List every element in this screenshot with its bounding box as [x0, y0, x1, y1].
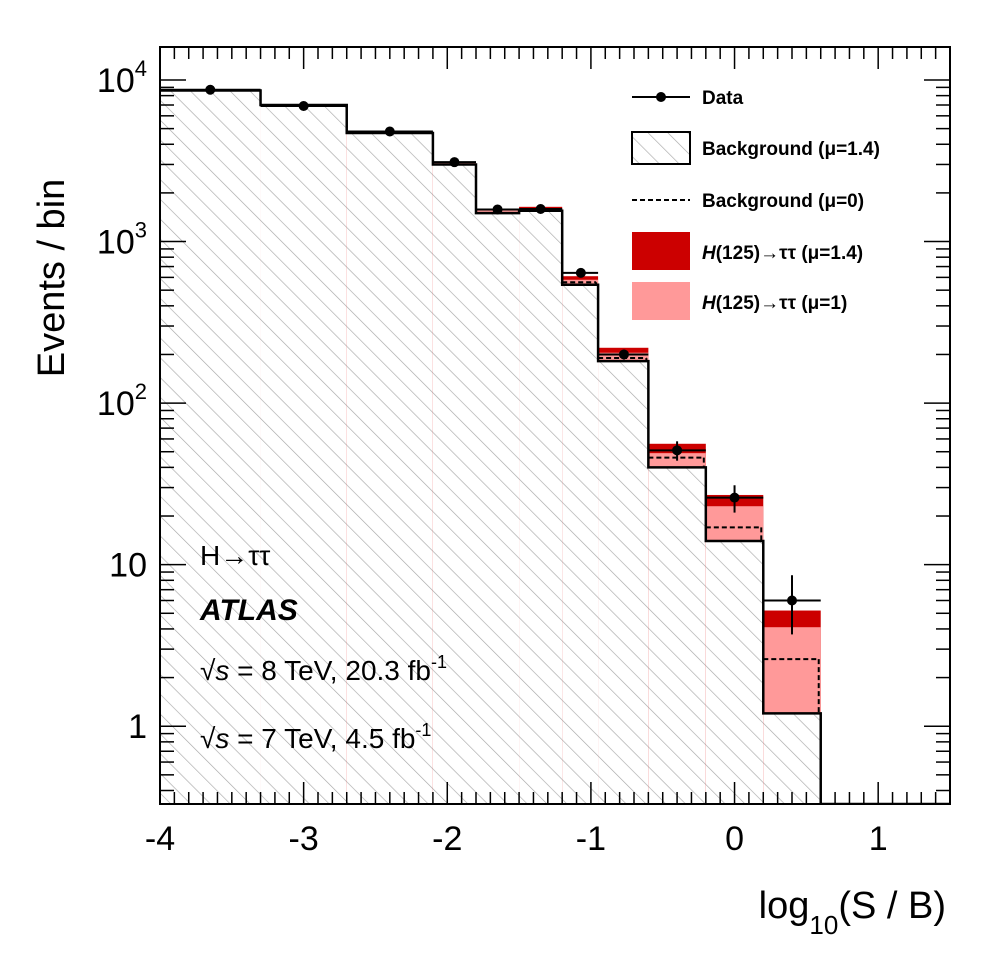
x-tick-label: -2 [432, 820, 462, 858]
x-axis-title: log10(S / B) [759, 885, 946, 940]
plot-frame [159, 46, 951, 805]
annotations: H→ττ ATLAS √s = 8 TeV, 20.3 fb-1 √s = 7 … [199, 540, 447, 754]
legend-label-bkg14: Background (μ=1.4) [702, 139, 880, 160]
data-point [298, 101, 309, 112]
x-tick-label: -3 [289, 820, 319, 858]
background-outline [160, 89, 950, 804]
data-point [205, 84, 216, 95]
legend-signal-mu14-swatch [632, 232, 690, 270]
background-bar [598, 361, 649, 804]
x-tick-label: -4 [145, 820, 175, 858]
data-point [535, 203, 546, 214]
data-point [449, 157, 460, 168]
y-tick-label: 1 [128, 708, 147, 746]
y-tick-label: 10 [109, 547, 147, 585]
data-point [672, 445, 683, 456]
x-tick-label: 1 [869, 820, 888, 858]
background-bar [476, 213, 520, 804]
background-bar [260, 105, 347, 804]
background-bar [705, 541, 764, 804]
background-bar [346, 132, 433, 804]
legend-label-sig14: H(125)→ττ (μ=1.4) [702, 243, 863, 264]
data-point [575, 267, 586, 278]
data-point [618, 349, 629, 360]
data-point [492, 204, 503, 215]
annotation-process: H→ττ [200, 540, 270, 571]
data-points [160, 84, 821, 635]
y-tick-label: 104 [97, 56, 147, 100]
background-bar [562, 284, 599, 804]
legend-signal-mu1-swatch [632, 282, 690, 320]
background-bar [519, 210, 563, 804]
histogram-bars [160, 89, 950, 804]
data-point [787, 595, 797, 606]
background-bar [432, 164, 476, 804]
background-bar [648, 467, 706, 804]
legend-label-sig1: H(125)→ττ (μ=1) [702, 293, 847, 314]
data-point [729, 492, 740, 503]
x-tick-label: 0 [725, 820, 744, 858]
legend-label-bkg0: Background (μ=0) [702, 191, 864, 212]
y-axis-title: Events / bin [31, 179, 73, 378]
annotation-lumi-7tev: √s = 7 TeV, 4.5 fb-1 [200, 720, 431, 754]
y-tick-label: 102 [97, 379, 147, 423]
x-tick-label: -1 [576, 820, 606, 858]
annotation-lumi-8tev: √s = 8 TeV, 20.3 fb-1 [200, 652, 447, 686]
y-tick-label: 103 [97, 218, 147, 262]
data-point [384, 126, 395, 137]
legend-background-swatch [631, 131, 691, 165]
annotation-experiment: ATLAS [199, 594, 298, 627]
background-bar [763, 713, 821, 804]
legend-data-marker [656, 92, 666, 102]
legend-label-data: Data [702, 88, 744, 109]
background-bar [160, 90, 261, 804]
legend: Data Background (μ=1.4) Background (μ=0) H(… [631, 88, 880, 320]
